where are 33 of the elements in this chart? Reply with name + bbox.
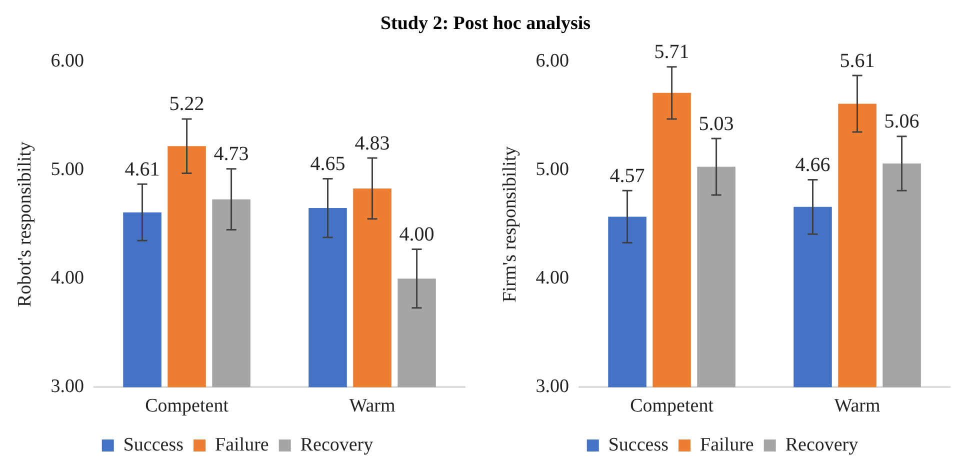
x-tick-label: Competent bbox=[145, 396, 230, 417]
y-tick-label: 3.00 bbox=[536, 376, 570, 398]
data-label: 4.83 bbox=[354, 132, 390, 154]
y-tick-label: 4.00 bbox=[50, 268, 84, 289]
y-tick-label: 4.00 bbox=[536, 268, 570, 289]
legend-label: Recovery bbox=[785, 434, 859, 456]
y-axis-title: Robot's responsibility bbox=[14, 141, 36, 308]
data-label: 4.73 bbox=[214, 143, 249, 166]
data-label: 5.22 bbox=[169, 93, 204, 116]
legend-label: Recovery bbox=[300, 434, 374, 456]
data-label: 4.65 bbox=[310, 152, 346, 175]
y-tick-label: 6.00 bbox=[536, 50, 570, 72]
x-tick-label: Competent bbox=[630, 396, 714, 417]
y-tick-label: 5.00 bbox=[50, 158, 84, 180]
data-label: 4.61 bbox=[124, 158, 160, 180]
y-tick-label: 6.00 bbox=[50, 50, 84, 72]
data-label: 4.66 bbox=[795, 154, 830, 176]
data-label: 5.03 bbox=[698, 112, 734, 135]
data-label: 5.71 bbox=[654, 41, 690, 64]
x-tick-label: Warm bbox=[349, 396, 396, 417]
data-label: 5.61 bbox=[840, 50, 875, 72]
chart-title: Study 2: Post hoc analysis bbox=[379, 12, 592, 36]
data-label: 4.57 bbox=[610, 164, 645, 187]
y-tick-label: 3.00 bbox=[50, 376, 84, 398]
legend-label: Success bbox=[123, 434, 184, 456]
y-axis-title: Firm's responsibility bbox=[499, 146, 520, 302]
legend-label: Success bbox=[608, 434, 669, 456]
y-tick-label: 5.00 bbox=[536, 158, 570, 180]
data-label: 4.00 bbox=[399, 224, 434, 246]
data-label: 5.06 bbox=[884, 110, 920, 133]
x-tick-label: Warm bbox=[834, 396, 880, 417]
legend-label: Failure bbox=[700, 434, 754, 456]
legend-label: Failure bbox=[215, 434, 269, 456]
